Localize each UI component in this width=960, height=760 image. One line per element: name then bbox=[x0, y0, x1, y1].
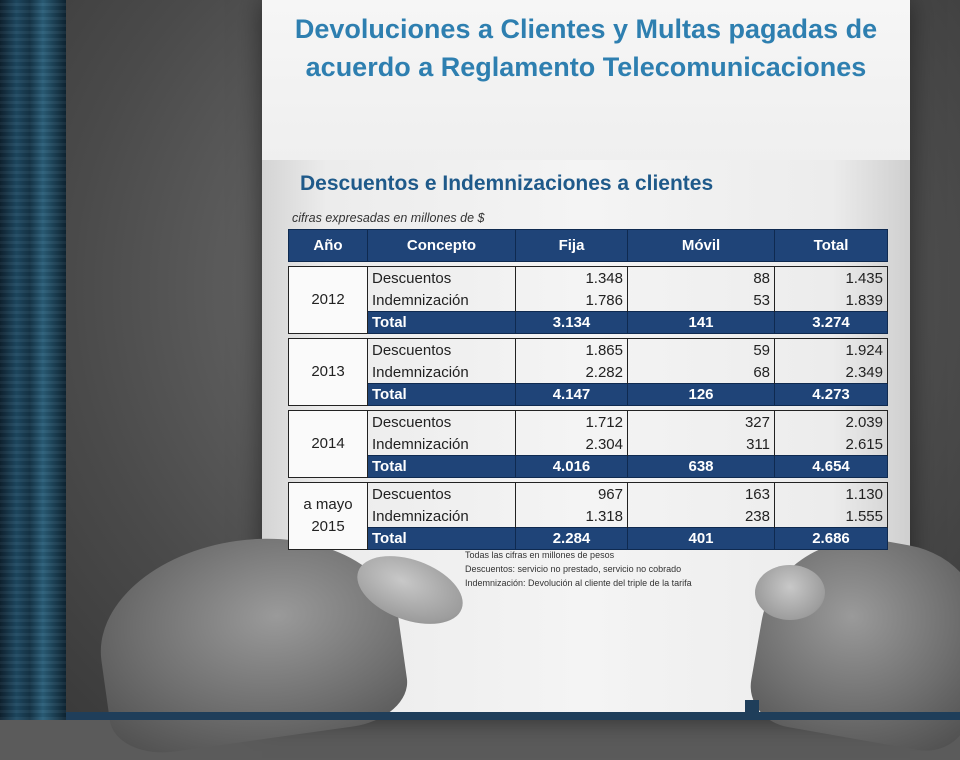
total-cell: 2.349 bbox=[774, 361, 888, 384]
concept-cell: Indemnización bbox=[367, 289, 516, 312]
movil-cell: 53 bbox=[627, 289, 775, 312]
total-movil-cell: 638 bbox=[627, 455, 775, 478]
movil-cell: 68 bbox=[627, 361, 775, 384]
footnotes: Todas las cifras en millones de pesos De… bbox=[465, 548, 692, 590]
table-row: Indemnización 1.786 53 1.839 bbox=[289, 289, 888, 312]
slide-title: Devoluciones a Clientes y Multas pagadas… bbox=[294, 14, 878, 82]
fija-cell: 2.304 bbox=[515, 433, 628, 456]
bottom-accent-square bbox=[745, 700, 759, 712]
concept-cell: Indemnización bbox=[367, 361, 516, 384]
header-cell-year: Año bbox=[288, 229, 368, 262]
bottom-accent-bar bbox=[66, 712, 960, 720]
total-cell: 2.615 bbox=[774, 433, 888, 456]
footnote-line: Todas las cifras en millones de pesos bbox=[465, 550, 615, 560]
table-header-row: Año Concepto Fija Móvil Total bbox=[288, 229, 888, 262]
movil-cell: 88 bbox=[627, 266, 775, 289]
total-cell: 1.435 bbox=[774, 266, 888, 289]
total-cell: 1.839 bbox=[774, 289, 888, 312]
table-row: Indemnización 2.304 311 2.615 bbox=[289, 433, 888, 456]
total-row: Total 4.147 126 4.273 bbox=[289, 383, 888, 406]
total-total-cell: 3.274 bbox=[774, 311, 888, 334]
movil-cell: 59 bbox=[627, 338, 775, 361]
total-total-cell: 4.654 bbox=[774, 455, 888, 478]
concept-cell: Indemnización bbox=[367, 505, 516, 528]
total-label: Total bbox=[367, 527, 516, 550]
fija-cell: 967 bbox=[515, 482, 628, 505]
fija-cell: 1.786 bbox=[515, 289, 628, 312]
left-decorative-strip bbox=[0, 0, 66, 720]
header-cell-fija: Fija bbox=[515, 229, 628, 262]
total-cell: 1.130 bbox=[774, 482, 888, 505]
movil-cell: 238 bbox=[627, 505, 775, 528]
year-cell: 2012 bbox=[288, 266, 368, 334]
total-fija-cell: 4.016 bbox=[515, 455, 628, 478]
paper-sheet-top bbox=[262, 0, 910, 160]
concept-cell: Descuentos bbox=[367, 338, 516, 361]
table-row: a mayo 2015 Descuentos 967 163 1.130 bbox=[288, 482, 888, 550]
fija-cell: 1.318 bbox=[515, 505, 628, 528]
table-row: 2013 Descuentos 1.865 59 1.924 bbox=[288, 338, 888, 406]
total-total-cell: 4.273 bbox=[774, 383, 888, 406]
footnote-line: Indemnización: Devolución al cliente del… bbox=[465, 578, 692, 588]
total-row: Total 3.134 141 3.274 bbox=[289, 311, 888, 334]
total-movil-cell: 126 bbox=[627, 383, 775, 406]
total-cell: 1.555 bbox=[774, 505, 888, 528]
year-cell: 2013 bbox=[288, 338, 368, 406]
section-subtitle: Descuentos e Indemnizaciones a clientes bbox=[300, 172, 714, 195]
total-label: Total bbox=[367, 455, 516, 478]
table-row: Indemnización 1.318 238 1.555 bbox=[289, 505, 888, 528]
movil-cell: 163 bbox=[627, 482, 775, 505]
total-fija-cell: 3.134 bbox=[515, 311, 628, 334]
movil-cell: 311 bbox=[627, 433, 775, 456]
data-table: Año Concepto Fija Móvil Total 2012 Descu… bbox=[288, 229, 888, 550]
total-fija-cell: 4.147 bbox=[515, 383, 628, 406]
total-fija-cell: 2.284 bbox=[515, 527, 628, 550]
total-cell: 2.039 bbox=[774, 410, 888, 433]
header-cell-total: Total bbox=[774, 229, 888, 262]
table-row: Indemnización 2.282 68 2.349 bbox=[289, 361, 888, 384]
total-movil-cell: 401 bbox=[627, 527, 775, 550]
movil-cell: 327 bbox=[627, 410, 775, 433]
right-thumb-image bbox=[755, 565, 825, 620]
footnote-line: Descuentos: servicio no prestado, servic… bbox=[465, 564, 682, 574]
concept-cell: Indemnización bbox=[367, 433, 516, 456]
total-row: Total 4.016 638 4.654 bbox=[289, 455, 888, 478]
total-movil-cell: 141 bbox=[627, 311, 775, 334]
concept-cell: Descuentos bbox=[367, 266, 516, 289]
total-cell: 1.924 bbox=[774, 338, 888, 361]
total-label: Total bbox=[367, 383, 516, 406]
total-row: Total 2.284 401 2.686 bbox=[289, 527, 888, 550]
header-cell-movil: Móvil bbox=[627, 229, 775, 262]
fija-cell: 1.712 bbox=[515, 410, 628, 433]
year-cell: a mayo 2015 bbox=[288, 482, 368, 550]
table-row: 2014 Descuentos 1.712 327 2.039 bbox=[288, 410, 888, 478]
table-row: 2012 Descuentos 1.348 88 1.435 bbox=[288, 266, 888, 334]
concept-cell: Descuentos bbox=[367, 410, 516, 433]
concept-cell: Descuentos bbox=[367, 482, 516, 505]
fija-cell: 1.865 bbox=[515, 338, 628, 361]
total-total-cell: 2.686 bbox=[774, 527, 888, 550]
header-cell-concept: Concepto bbox=[367, 229, 516, 262]
year-cell: 2014 bbox=[288, 410, 368, 478]
fija-cell: 2.282 bbox=[515, 361, 628, 384]
total-label: Total bbox=[367, 311, 516, 334]
fija-cell: 1.348 bbox=[515, 266, 628, 289]
table-caption: cifras expresadas en millones de $ bbox=[292, 211, 485, 225]
